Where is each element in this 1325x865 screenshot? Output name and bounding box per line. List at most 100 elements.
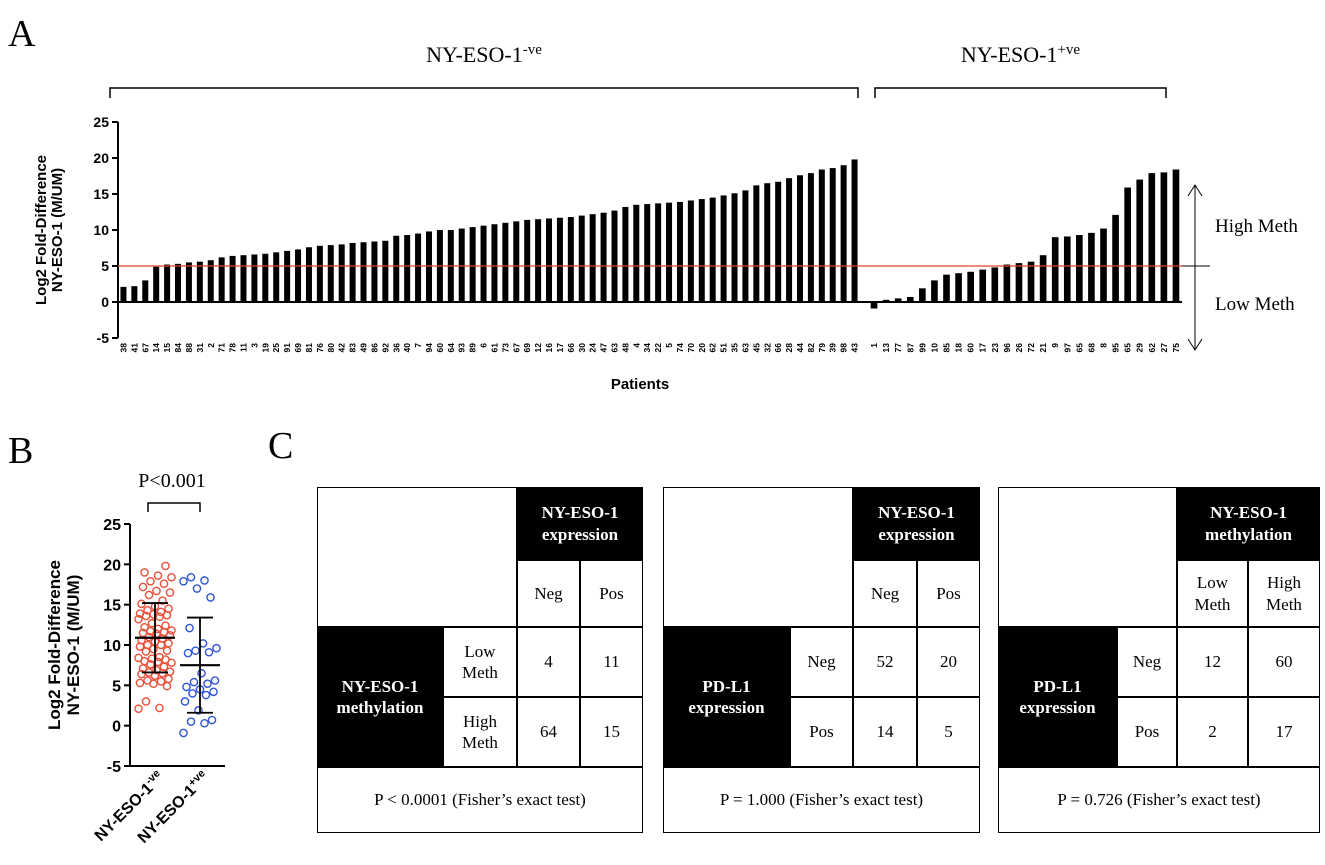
row-label: Neg — [1117, 627, 1177, 697]
x-tick-label: 76 — [315, 343, 325, 353]
point — [204, 647, 214, 657]
group-bracket — [874, 87, 1167, 98]
point — [161, 561, 170, 571]
point — [134, 614, 143, 624]
x-tick-label: 95 — [1111, 343, 1121, 353]
bar — [829, 168, 836, 302]
panel-label: C — [268, 425, 293, 467]
x-tick-label: 14 — [151, 343, 161, 353]
point — [143, 606, 152, 615]
x-tick-label: 41 — [129, 343, 139, 353]
bar — [131, 286, 138, 302]
bar — [556, 217, 563, 302]
point — [135, 678, 145, 688]
count-cell: 12 — [1177, 627, 1248, 697]
bar — [720, 195, 727, 302]
column-label: High Meth — [1248, 560, 1320, 627]
point — [192, 584, 202, 593]
x-tick-label: 43 — [850, 343, 860, 353]
x-tick-label: 47 — [599, 343, 609, 353]
bar — [415, 233, 422, 302]
x-tick-label: 66 — [773, 343, 783, 353]
point — [179, 576, 188, 586]
table-footer: P = 0.726 (Fisher’s exact test) — [998, 767, 1320, 833]
x-tick-label: 73 — [500, 343, 510, 353]
x-tick-label: 44 — [795, 343, 805, 353]
point — [185, 623, 194, 633]
bar — [1148, 173, 1156, 302]
bar — [955, 273, 962, 302]
point — [197, 668, 206, 678]
x-tick-label: 49 — [359, 343, 369, 353]
x-tick-label: 19 — [260, 343, 270, 353]
bar — [382, 240, 389, 302]
row-header: PD-L1 expression — [998, 627, 1117, 767]
point — [210, 676, 220, 685]
x-tick-label: 17 — [978, 343, 988, 353]
bar — [991, 267, 999, 302]
point — [134, 653, 143, 663]
x-tick-label: 72 — [1026, 343, 1036, 353]
y-axis-label: Log2 Fold-Difference — [33, 155, 50, 305]
x-tick-label: 83 — [348, 343, 358, 353]
point — [179, 728, 188, 738]
bar — [906, 296, 914, 302]
x-tick-label: 32 — [762, 343, 772, 353]
bar — [633, 204, 640, 302]
x-tick-label: 13 — [881, 343, 891, 353]
x-tick-label: 94 — [424, 343, 434, 353]
bar — [764, 183, 771, 302]
x-tick-label: 70 — [686, 343, 696, 353]
point — [207, 715, 217, 725]
x-tick-label: 8 — [1099, 343, 1109, 348]
bar — [262, 253, 269, 302]
x-tick-label: 9 — [1050, 343, 1060, 348]
point — [164, 674, 173, 684]
table-footer: P < 0.0001 (Fisher’s exact test) — [317, 767, 643, 833]
bar — [491, 224, 498, 302]
x-tick-label: 92 — [380, 343, 390, 353]
point — [144, 590, 154, 600]
x-tick-label: 63 — [740, 343, 750, 353]
p-bracket — [147, 502, 201, 512]
y-tick-label: 0 — [101, 294, 109, 310]
y-tick-label: 15 — [93, 186, 109, 202]
bar — [698, 199, 705, 302]
x-axis-label: Patients — [611, 376, 669, 393]
x-tick-label: 27 — [1159, 343, 1169, 353]
bar — [622, 206, 629, 302]
bar — [185, 262, 192, 302]
bar — [919, 288, 926, 302]
y-tick-label: 20 — [93, 150, 109, 166]
x-tick-label: 24 — [588, 343, 598, 353]
bar — [1112, 214, 1119, 302]
point — [200, 718, 209, 728]
point — [167, 626, 176, 635]
count-cell: 17 — [1248, 697, 1320, 767]
point — [140, 622, 149, 632]
column-label: Pos — [917, 560, 980, 627]
bar — [153, 266, 160, 302]
y-axis-label: NY-ESO-1 (M/UM) — [49, 168, 66, 292]
x-tick-label: 62 — [1147, 343, 1157, 353]
x-tick-label: 42 — [337, 343, 347, 353]
bar — [840, 165, 847, 302]
arrow-head-down — [1187, 338, 1203, 351]
bar — [589, 214, 596, 302]
bar — [578, 215, 585, 302]
blank-cell — [998, 487, 1177, 627]
group-title-base: NY-ESO-1 — [426, 42, 523, 67]
x-tick-label: 66 — [566, 343, 576, 353]
x-tick-label: 69 — [293, 343, 303, 353]
count-cell: 20 — [917, 627, 980, 697]
x-tick-label: 2 — [206, 343, 216, 348]
x-tick-label: 5 — [664, 343, 674, 348]
bar — [120, 286, 127, 302]
y-axis-label: Log2 Fold-Difference — [45, 560, 64, 730]
bar — [1076, 235, 1083, 302]
point — [200, 576, 209, 585]
point — [158, 596, 167, 605]
arrow-head-up — [1187, 184, 1203, 197]
